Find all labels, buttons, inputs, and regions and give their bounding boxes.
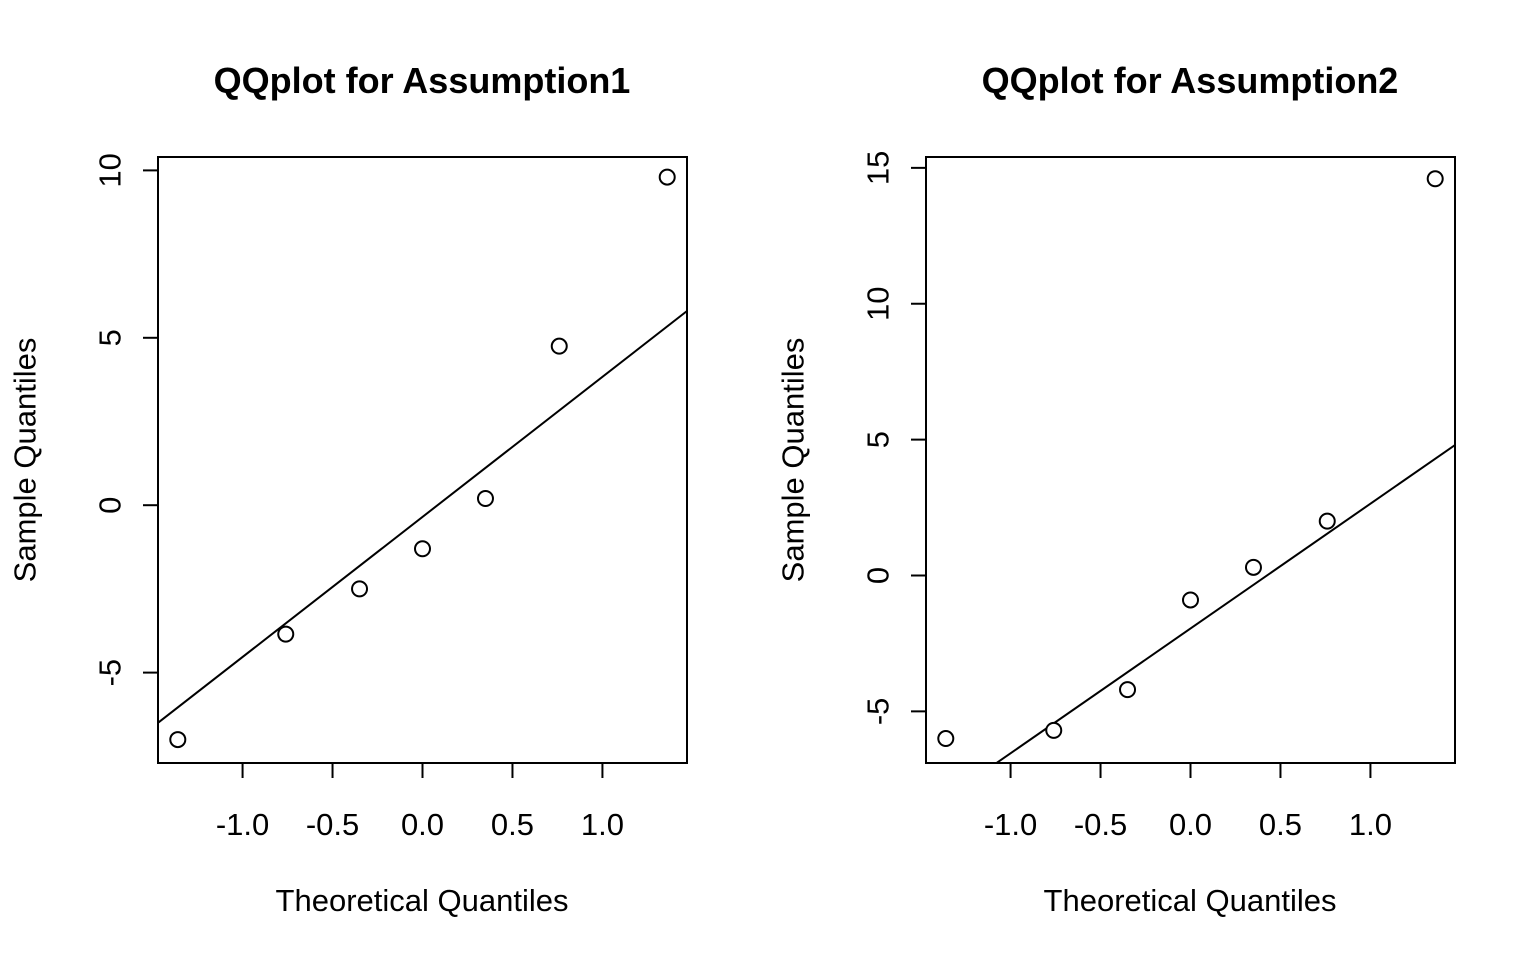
- chart-title: QQplot for Assumption2: [982, 60, 1399, 101]
- y-tick-label: 0: [93, 497, 128, 514]
- y-axis-label: Sample Quantiles: [776, 338, 811, 583]
- data-point: [658, 168, 676, 186]
- x-tick-label: 0.0: [1169, 807, 1212, 842]
- y-tick-label: 10: [861, 287, 896, 321]
- plot-frame: [925, 156, 1456, 764]
- data-point: [1119, 681, 1137, 699]
- data-point: [1244, 558, 1262, 576]
- x-tick-label: 1.0: [581, 807, 624, 842]
- x-tick-label: 0.5: [491, 807, 534, 842]
- data-point: [1426, 170, 1444, 188]
- data-point: [277, 625, 295, 643]
- y-tick-label: -5: [861, 698, 896, 726]
- plot-frame: [157, 156, 688, 764]
- x-axis-label: Theoretical Quantiles: [276, 883, 569, 918]
- data-point: [351, 580, 369, 598]
- y-tick-label: -5: [93, 659, 128, 687]
- x-tick-label: -0.5: [306, 807, 359, 842]
- x-tick-label: 0.5: [1259, 807, 1302, 842]
- data-point: [550, 337, 568, 355]
- x-axis-label: Theoretical Quantiles: [1044, 883, 1337, 918]
- x-tick-label: -1.0: [216, 807, 269, 842]
- x-tick-label: 1.0: [1349, 807, 1392, 842]
- data-point: [1182, 591, 1199, 609]
- qq-reference-line: [158, 310, 687, 724]
- x-tick-label: -0.5: [1074, 807, 1127, 842]
- data-point: [476, 490, 494, 508]
- qq-reference-line: [994, 444, 1455, 763]
- data-point: [1045, 721, 1063, 739]
- data-point: [169, 731, 187, 749]
- y-axis-label: Sample Quantiles: [8, 338, 43, 583]
- x-tick-label: 0.0: [401, 807, 444, 842]
- chart-title: QQplot for Assumption1: [214, 60, 631, 101]
- data-point: [414, 540, 431, 558]
- qq-panel-2: QQplot for Assumption2 -1.0 -0.5 0.0 0.5 1.0 -…: [776, 60, 1456, 918]
- y-tick-label: 0: [861, 567, 896, 584]
- data-point: [1318, 512, 1336, 530]
- y-tick-label: 5: [93, 329, 128, 346]
- y-tick-label: 10: [93, 153, 128, 187]
- y-tick-label: 15: [861, 151, 896, 185]
- x-tick-label: -1.0: [984, 807, 1037, 842]
- y-tick-label: 5: [861, 431, 896, 448]
- qq-panel-1: QQplot for Assumption1 -1.0 -0.5 0.0 0.5 1.0 -…: [8, 60, 688, 918]
- data-point: [937, 730, 955, 748]
